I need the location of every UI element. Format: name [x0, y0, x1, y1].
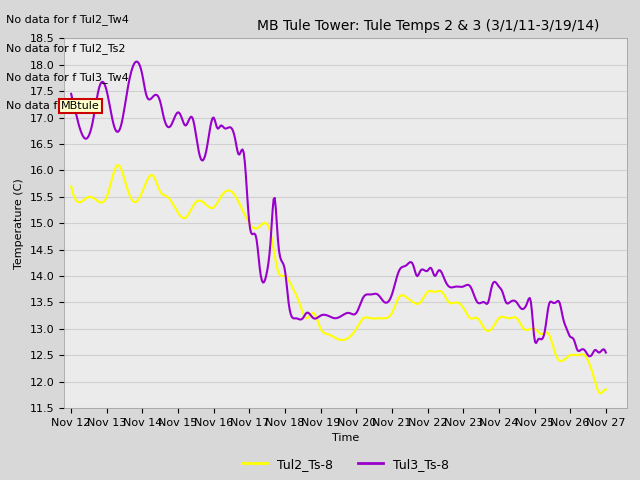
Y-axis label: Temperature (C): Temperature (C): [14, 178, 24, 269]
Text: No data for f: No data for f: [6, 101, 80, 111]
Legend: Tul2_Ts-8, Tul3_Ts-8: Tul2_Ts-8, Tul3_Ts-8: [237, 453, 454, 476]
X-axis label: Time: Time: [332, 433, 359, 443]
Text: MBtule: MBtule: [61, 101, 100, 111]
Text: MB Tule Tower: Tule Temps 2 & 3 (3/1/11-3/19/14): MB Tule Tower: Tule Temps 2 & 3 (3/1/11-…: [257, 19, 599, 33]
Text: No data for f Tul3_Tw4: No data for f Tul3_Tw4: [6, 72, 129, 83]
Text: No data for f Tul2_Ts2: No data for f Tul2_Ts2: [6, 43, 126, 54]
Text: No data for f Tul2_Tw4: No data for f Tul2_Tw4: [6, 14, 129, 25]
